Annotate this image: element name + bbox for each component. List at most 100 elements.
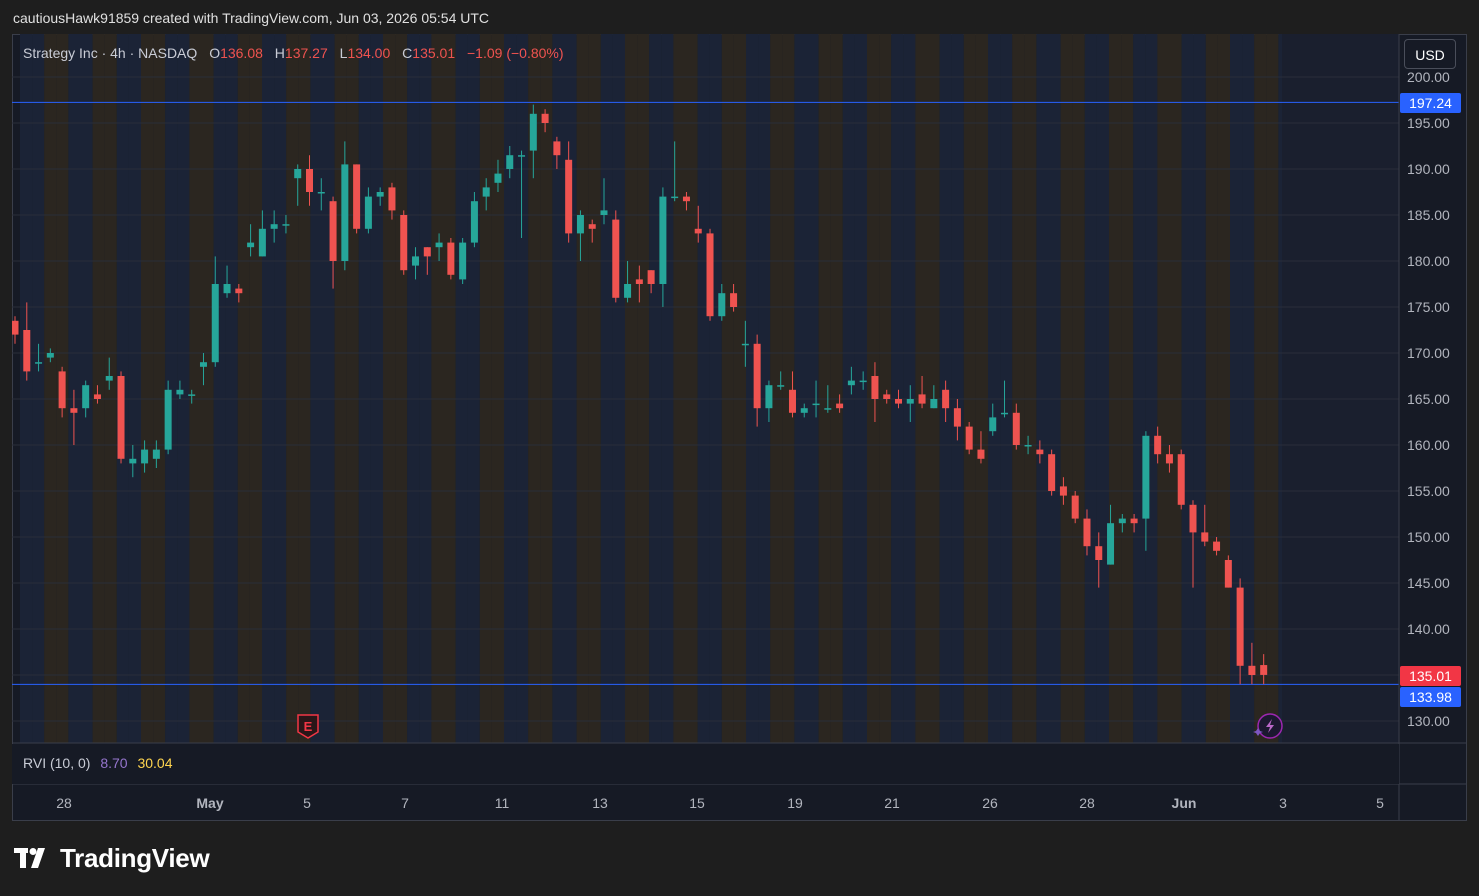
candle-body	[353, 164, 361, 229]
candle-body	[1071, 495, 1079, 519]
session-band	[1048, 34, 1061, 743]
session-band	[915, 34, 928, 743]
candle-body	[46, 353, 54, 358]
session-band	[612, 34, 625, 743]
session-band	[854, 34, 867, 743]
candle-body	[364, 196, 372, 229]
session-band	[758, 34, 771, 743]
candle-body	[741, 343, 749, 346]
candle-body	[258, 228, 266, 257]
candle-body	[129, 458, 137, 464]
candle-body	[847, 380, 855, 386]
time-tick-label: May	[196, 795, 223, 811]
session-band	[32, 34, 45, 743]
currency-button[interactable]: USD	[1404, 39, 1456, 69]
session-band	[625, 34, 638, 743]
session-band	[262, 34, 275, 743]
candle-body	[199, 362, 207, 367]
session-band	[177, 34, 190, 743]
candle-body	[1130, 518, 1138, 524]
price-tag-top-line[interactable]: 197.24	[1400, 93, 1461, 113]
session-band	[274, 34, 287, 743]
candle-body	[730, 293, 738, 307]
session-band	[649, 34, 662, 743]
candle-body	[659, 196, 667, 284]
session-band	[661, 34, 674, 743]
price-tick-label: 145.00	[1407, 575, 1450, 591]
session-band	[1133, 34, 1146, 743]
candle-body	[1142, 435, 1150, 519]
symbol-title[interactable]: Strategy Inc · 4h · NASDAQ	[23, 45, 198, 61]
event-markers: E	[297, 713, 1283, 739]
time-tick-label: 15	[689, 795, 705, 811]
candles	[12, 104, 1268, 685]
indicator-pane	[12, 744, 1399, 784]
session-band	[721, 34, 734, 743]
session-band	[1121, 34, 1134, 743]
candle-body	[600, 210, 608, 215]
tradingview-wordmark: TradingView	[60, 842, 210, 873]
candle-body	[706, 233, 714, 317]
candle-body	[635, 279, 643, 284]
session-band	[794, 34, 807, 743]
session-bands	[20, 34, 1399, 743]
candle-body	[317, 192, 325, 194]
session-band	[709, 34, 722, 743]
candle-body	[117, 376, 125, 459]
price-tag-bottom-line[interactable]: 133.98	[1400, 687, 1461, 707]
session-band	[225, 34, 238, 743]
candle-body	[435, 242, 443, 248]
time-tick-label: Jun	[1172, 795, 1197, 811]
candle-body	[942, 389, 950, 409]
high-value: 137.27	[284, 45, 328, 61]
candle-body	[1236, 587, 1244, 666]
candle-body	[918, 394, 926, 404]
time-tick-label: 28	[56, 795, 72, 811]
close-value: 135.01	[412, 45, 456, 61]
session-band	[842, 34, 855, 743]
candle-body	[694, 228, 702, 234]
candle-body	[211, 284, 219, 363]
candle-body	[953, 408, 961, 427]
candle-body	[965, 426, 973, 450]
session-band	[1181, 34, 1194, 743]
session-band	[467, 34, 480, 743]
candle-body	[1165, 454, 1173, 464]
candle-body	[553, 141, 561, 156]
indicator-legend[interactable]: RVI (10, 0) 8.70 30.04	[23, 755, 173, 771]
session-band	[891, 34, 904, 743]
candle-body	[612, 219, 620, 298]
candle-body	[671, 196, 679, 199]
open-label: O	[209, 45, 221, 61]
session-band	[733, 34, 746, 743]
candle-body	[1012, 412, 1020, 445]
candlestick-chart[interactable]: 130.00135.00140.00145.00150.00155.00160.…	[12, 34, 1467, 821]
session-band	[975, 34, 988, 743]
candle-body	[1213, 541, 1221, 551]
session-band	[770, 34, 783, 743]
candle-body	[482, 187, 490, 197]
session-band	[1217, 34, 1230, 743]
sparkle-icon	[1253, 728, 1263, 736]
open-value: 136.08	[220, 45, 263, 61]
candle-body	[235, 288, 243, 294]
candle-body	[164, 389, 172, 450]
candle-body	[1107, 523, 1115, 565]
candle-body	[1001, 412, 1009, 415]
candle-body	[35, 362, 43, 364]
session-band	[1157, 34, 1170, 743]
session-band	[1060, 34, 1073, 743]
price-tick-label: 185.00	[1407, 207, 1450, 223]
tradingview-logo[interactable]: TradingView	[14, 842, 210, 873]
low-label: L	[339, 45, 348, 61]
price-tick-label: 195.00	[1407, 115, 1450, 131]
candle-body	[977, 449, 985, 459]
candle-body	[529, 113, 537, 151]
session-band	[673, 34, 686, 743]
candle-body	[1083, 518, 1091, 547]
session-band	[697, 34, 710, 743]
candle-body	[494, 173, 502, 183]
candle-body	[282, 224, 290, 226]
session-band	[358, 34, 371, 743]
session-band	[1072, 34, 1085, 743]
